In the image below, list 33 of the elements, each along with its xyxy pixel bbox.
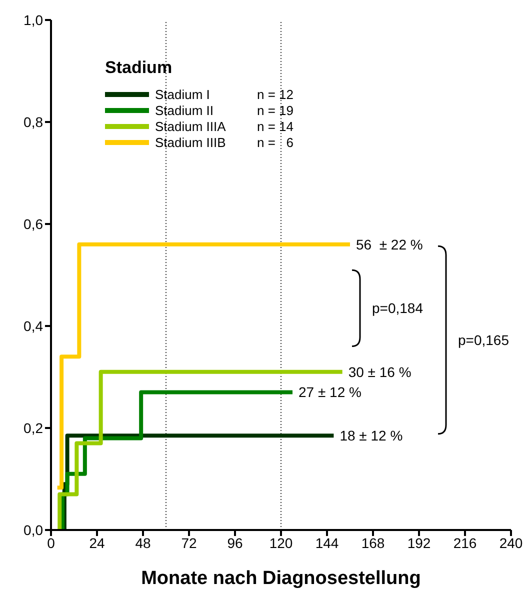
legend-label: Stadium IIIA xyxy=(155,118,227,134)
y-tick-label: 0,6 xyxy=(24,216,44,232)
annotation: n = 6 xyxy=(257,134,294,150)
x-tick-label: 0 xyxy=(47,534,56,551)
y-tick-label: 0,0 xyxy=(24,522,44,538)
x-tick-label: 192 xyxy=(407,534,431,551)
annotation: 27 ± 12 % xyxy=(298,384,362,400)
legend-label: Stadium II xyxy=(155,102,215,118)
x-tick-label: 216 xyxy=(453,534,477,551)
legend-title: Stadium xyxy=(105,58,174,78)
legend-label: Stadium IIIB xyxy=(155,134,227,150)
annotation: p=0,184 xyxy=(372,300,424,316)
annotation: 56 ± 22 % xyxy=(356,236,423,252)
legend-label: Stadium I xyxy=(155,86,211,102)
y-tick-label: 0,2 xyxy=(24,420,44,436)
y-tick-label: 1,0 xyxy=(24,12,44,28)
x-tick-label: 240 xyxy=(499,534,523,551)
x-axis-title: Monate nach Diagnosestellung xyxy=(141,568,421,589)
annotation: p=0,165 xyxy=(458,332,510,348)
annotation: n = 12 xyxy=(257,86,294,102)
y-tick-label: 0,8 xyxy=(24,114,44,130)
annotation: 18 ± 12 % xyxy=(340,428,403,444)
annotation: 30 ± 16 % xyxy=(348,364,412,380)
x-tick-label: 120 xyxy=(269,534,293,551)
x-tick-label: 144 xyxy=(315,534,339,551)
x-tick-label: 24 xyxy=(89,534,105,551)
x-tick-label: 168 xyxy=(361,534,385,551)
x-tick-label: 72 xyxy=(181,534,197,551)
x-tick-label: 96 xyxy=(227,534,243,551)
annotation: n = 14 xyxy=(257,118,294,134)
x-tick-label: 48 xyxy=(135,534,151,551)
y-tick-label: 0,4 xyxy=(24,318,44,334)
annotation: n = 19 xyxy=(257,102,294,118)
